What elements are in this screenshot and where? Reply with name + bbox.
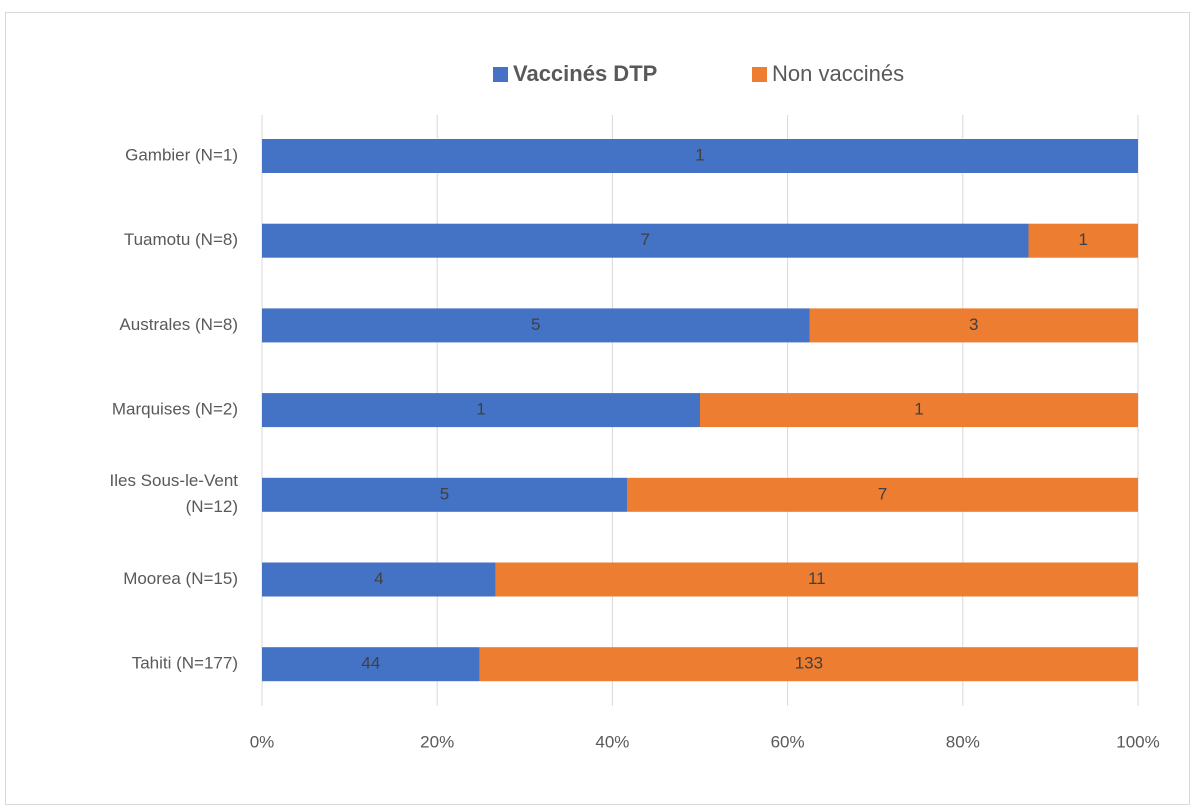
bar-segment: [262, 647, 480, 682]
legend-label: Non vaccinés: [772, 61, 904, 86]
data-label: 1: [1079, 230, 1088, 249]
y-tick-label: Moorea (N=15): [123, 569, 238, 588]
bar-segment: [262, 562, 496, 597]
data-label: 1: [695, 145, 704, 164]
data-label: 7: [641, 230, 650, 249]
x-tick-label: 80%: [946, 732, 980, 751]
data-label: 1: [914, 400, 923, 419]
bar-segment: [262, 223, 1029, 258]
legend-label: Vaccinés DTP: [513, 61, 657, 86]
y-tick-label: Iles Sous-le-Vent (N=12): [109, 471, 238, 516]
x-tick-label: 20%: [420, 732, 454, 751]
data-label: 44: [361, 654, 380, 673]
data-label: 5: [531, 315, 540, 334]
y-tick-label: Australes (N=8): [119, 315, 238, 334]
y-tick-label: Tahiti (N=177): [132, 654, 238, 673]
data-label: 5: [440, 484, 449, 503]
bar-segment: [495, 562, 1139, 597]
bar-segment: [1028, 223, 1138, 258]
bar-segment: [262, 393, 700, 428]
y-tick-label: Gambier (N=1): [125, 145, 238, 164]
y-tick-label: Marquises (N=2): [112, 400, 238, 419]
data-label: 4: [374, 569, 383, 588]
bar-segment: [627, 477, 1138, 512]
legend-swatch: [493, 67, 508, 82]
x-tick-label: 40%: [595, 732, 629, 751]
x-tick-label: 0%: [250, 732, 275, 751]
data-label: 1: [476, 400, 485, 419]
bar-segment: [700, 393, 1138, 428]
bar-segment: [262, 139, 1138, 173]
data-label: 133: [795, 654, 823, 673]
y-tick-label: Tuamotu (N=8): [124, 230, 238, 249]
data-label: 7: [878, 484, 887, 503]
bar-segment: [479, 647, 1139, 682]
x-tick-label: 100%: [1116, 732, 1159, 751]
data-label: 11: [808, 569, 826, 588]
data-label: 3: [969, 315, 978, 334]
bar-segment: [262, 477, 627, 512]
bar-segment: [262, 308, 810, 343]
legend-swatch: [752, 67, 767, 82]
bar-segment: [809, 308, 1138, 343]
x-tick-label: 60%: [771, 732, 805, 751]
